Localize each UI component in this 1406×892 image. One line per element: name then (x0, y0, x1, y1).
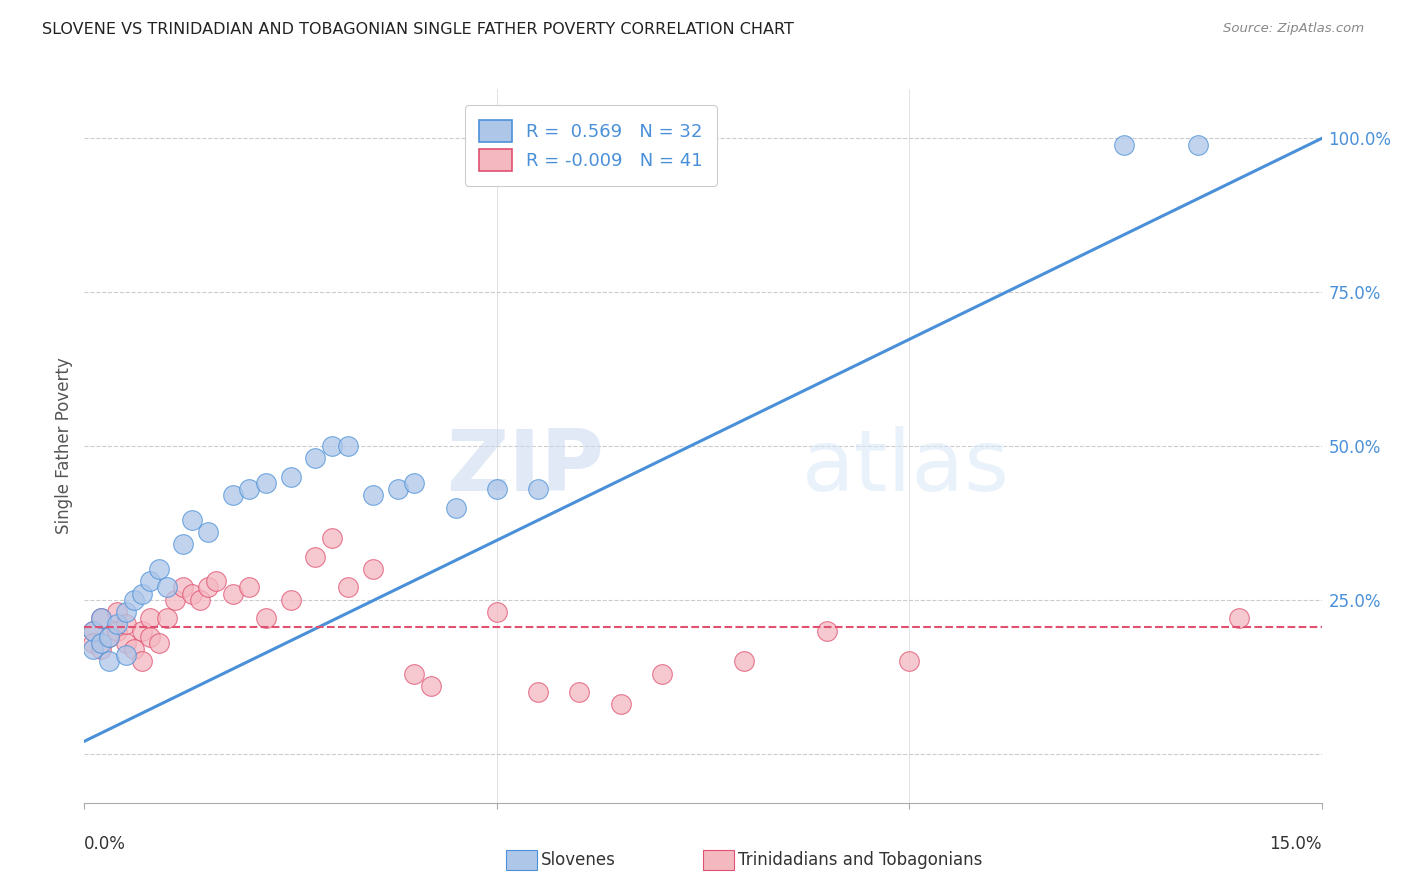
Point (114, 605, 136, 619)
Point (254, 475, 277, 490)
Point (197, 581, 219, 595)
Text: ZIP: ZIP (446, 425, 605, 509)
Point (205, 574, 228, 589)
Point (404, 475, 426, 490)
Point (222, 488, 245, 502)
Point (321, 439, 343, 453)
Point (82, 624, 104, 638)
Point (188, 592, 211, 607)
Point (90, 611, 112, 625)
Point (337, 581, 360, 595)
Text: 15.0%: 15.0% (1270, 835, 1322, 853)
Point (172, 581, 194, 595)
Point (444, 500, 467, 515)
Point (1112, 137, 1135, 152)
Point (304, 451, 326, 466)
Point (361, 562, 384, 576)
Point (98, 654, 121, 668)
Point (898, 654, 921, 668)
Point (304, 549, 326, 564)
Point (105, 624, 128, 638)
Point (105, 605, 128, 619)
Point (1227, 611, 1250, 625)
Point (139, 611, 162, 625)
Point (98, 630, 121, 644)
Point (733, 654, 755, 668)
Point (139, 574, 162, 589)
Text: Trinidadians and Tobagonians: Trinidadians and Tobagonians (738, 851, 983, 869)
Point (90, 611, 112, 625)
Point (238, 581, 260, 595)
Point (238, 482, 260, 496)
Point (485, 482, 508, 496)
Point (651, 666, 673, 681)
Point (131, 624, 153, 638)
Y-axis label: Single Father Poverty: Single Father Poverty (55, 358, 73, 534)
Point (485, 605, 508, 619)
Point (337, 439, 360, 453)
Point (82, 624, 104, 638)
Point (122, 642, 145, 657)
Text: atlas: atlas (801, 425, 1010, 509)
Point (527, 482, 550, 496)
Legend: R =  0.569   N = 32, R = -0.009   N = 41: R = 0.569 N = 32, R = -0.009 N = 41 (464, 105, 717, 186)
Point (82, 642, 104, 657)
Text: 0.0%: 0.0% (84, 835, 127, 853)
Point (90, 642, 112, 657)
Point (156, 581, 179, 595)
Point (131, 587, 153, 601)
Point (321, 531, 343, 545)
Point (180, 587, 202, 601)
Point (568, 685, 591, 699)
Point (197, 525, 219, 540)
Text: Source: ZipAtlas.com: Source: ZipAtlas.com (1223, 22, 1364, 36)
Point (148, 562, 170, 576)
Point (254, 611, 277, 625)
Point (131, 654, 153, 668)
Point (98, 630, 121, 644)
Point (105, 617, 128, 632)
Point (404, 666, 426, 681)
Point (361, 488, 384, 502)
Point (122, 592, 145, 607)
Point (114, 648, 136, 662)
Point (180, 513, 202, 527)
Point (527, 685, 550, 699)
Point (280, 469, 302, 483)
Point (114, 617, 136, 632)
Point (815, 624, 838, 638)
Point (82, 636, 104, 650)
Point (156, 611, 179, 625)
Point (139, 630, 162, 644)
Point (609, 698, 631, 712)
Text: SLOVENE VS TRINIDADIAN AND TOBAGONIAN SINGLE FATHER POVERTY CORRELATION CHART: SLOVENE VS TRINIDADIAN AND TOBAGONIAN SI… (42, 22, 794, 37)
Point (148, 636, 170, 650)
Point (90, 636, 112, 650)
Point (172, 537, 194, 551)
Point (165, 592, 187, 607)
Point (387, 482, 409, 496)
Point (280, 592, 302, 607)
Point (1187, 137, 1209, 152)
Point (114, 636, 136, 650)
Point (419, 679, 441, 693)
Point (222, 587, 245, 601)
Text: Slovenes: Slovenes (541, 851, 616, 869)
